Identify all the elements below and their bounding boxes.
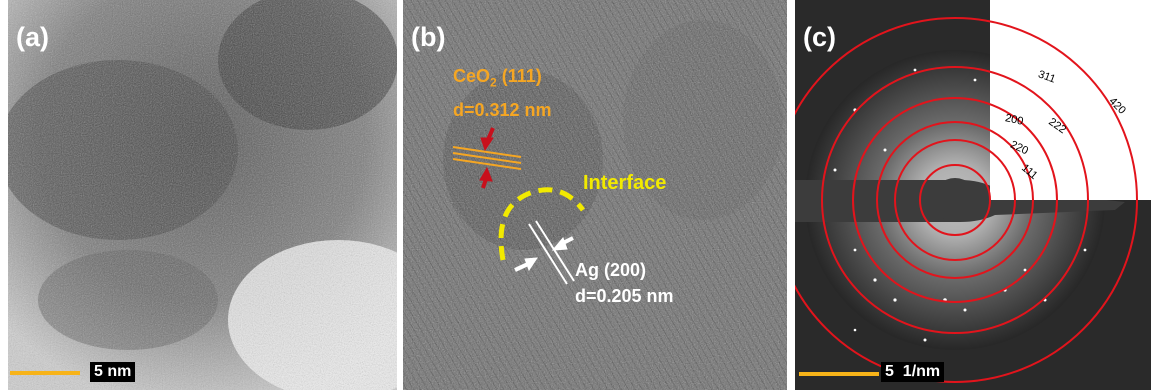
ring-220 xyxy=(894,139,1016,261)
panel-a-tem-image: (a) 5 nm xyxy=(8,0,397,390)
ceo2-title-main: CeO xyxy=(453,66,491,86)
ceo2-d-spacing: d=0.312 nm xyxy=(453,100,552,120)
panel-a-scale-bar xyxy=(10,371,80,375)
panel-c-diffraction xyxy=(795,0,1151,390)
panel-a-texture xyxy=(8,0,397,390)
interface-label: Interface xyxy=(583,172,667,194)
interface-dashed-arc xyxy=(498,187,586,261)
indexed-rings xyxy=(795,17,1138,383)
panel-b-texture xyxy=(403,0,787,390)
ring-111 xyxy=(919,164,991,236)
ring-222 xyxy=(852,97,1058,303)
panel-b-label: (b) xyxy=(411,22,446,52)
ceo2-red-arrows xyxy=(479,127,495,189)
panel-b-hrtem-image: (b) CeO2 (111) d=0.312 nm Interface Ag (… xyxy=(403,0,787,390)
ceo2-title-sub: 2 xyxy=(490,75,497,90)
ceo2-fringe-lines xyxy=(452,146,522,170)
panel-a-label: (a) xyxy=(16,22,49,52)
ring-311 xyxy=(821,66,1089,334)
ceo2-title: CeO2 (111) xyxy=(453,66,542,90)
ag-fringe-lines xyxy=(528,220,575,285)
ag-white-arrows xyxy=(514,236,574,272)
diffraction-spots xyxy=(833,68,1087,342)
panel-c-scale-label: 5 1/nm xyxy=(881,362,945,382)
panel-a-scale-label: 5 nm xyxy=(90,362,136,382)
panel-c-scale-bar xyxy=(799,372,879,376)
ring-420 xyxy=(795,17,1138,383)
ag-title: Ag (200) xyxy=(575,260,647,280)
ring-200 xyxy=(876,121,1034,279)
ag-d-spacing: d=0.205 nm xyxy=(575,286,674,306)
panel-c-saed-pattern: (c) 111 220 200 222 311 420 5 1/nm xyxy=(795,0,1151,390)
ceo2-title-rest: (111) xyxy=(496,66,542,86)
panel-c-label: (c) xyxy=(803,22,836,52)
